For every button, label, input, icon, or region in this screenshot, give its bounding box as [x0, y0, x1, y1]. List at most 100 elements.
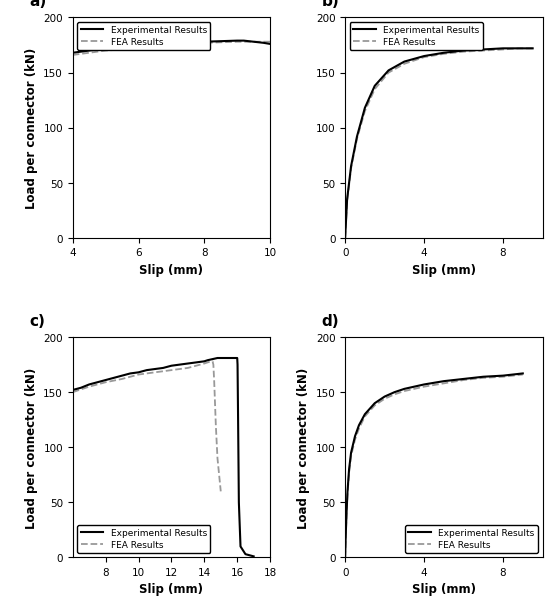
FEA Results	[371, 402, 378, 409]
FEA Results	[519, 371, 526, 378]
Experimental Results	[420, 381, 427, 388]
FEA Results	[356, 425, 362, 432]
FEA Results	[86, 50, 92, 57]
FEA Results	[193, 362, 200, 370]
Experimental Results	[529, 45, 536, 53]
FEA Results	[119, 47, 125, 54]
Experimental Results	[160, 365, 167, 372]
Experimental Results	[168, 362, 174, 370]
FEA Results	[385, 70, 392, 77]
Experimental Results	[234, 38, 240, 45]
FEA Results	[217, 39, 224, 47]
Experimental Results	[127, 370, 134, 378]
FEA Results	[480, 375, 486, 382]
Experimental Results	[235, 499, 242, 506]
Experimental Results	[460, 376, 467, 383]
Experimental Results	[342, 532, 349, 539]
FEA Results	[211, 378, 217, 385]
FEA Results	[135, 371, 142, 378]
Experimental Results	[201, 39, 207, 46]
Experimental Results	[499, 372, 506, 379]
Experimental Results	[250, 39, 257, 46]
Experimental Results	[204, 357, 211, 364]
FEA Results	[515, 45, 522, 53]
Experimental Results	[86, 47, 92, 55]
Experimental Results	[250, 553, 257, 560]
FEA Results	[529, 45, 536, 53]
Line: FEA Results: FEA Results	[73, 362, 221, 491]
Experimental Results	[519, 370, 526, 378]
Experimental Results	[209, 356, 216, 363]
Text: d): d)	[321, 313, 339, 328]
FEA Results	[217, 488, 224, 495]
FEA Results	[69, 389, 76, 396]
FEA Results	[345, 469, 352, 476]
Experimental Results	[102, 45, 109, 53]
FEA Results	[207, 358, 214, 365]
Experimental Results	[237, 543, 244, 550]
Experimental Results	[371, 83, 378, 90]
Line: FEA Results: FEA Results	[345, 375, 523, 558]
FEA Results	[440, 51, 447, 58]
Line: Experimental Results: Experimental Results	[73, 358, 254, 556]
FEA Results	[204, 359, 211, 367]
FEA Results	[460, 377, 467, 384]
Experimental Results	[499, 45, 506, 53]
X-axis label: Slip (mm): Slip (mm)	[139, 583, 203, 596]
FEA Results	[135, 44, 142, 52]
Line: Experimental Results: Experimental Results	[73, 41, 270, 53]
FEA Results	[401, 61, 408, 68]
Experimental Results	[391, 389, 397, 396]
Experimental Results	[111, 375, 117, 382]
Experimental Results	[119, 44, 125, 52]
FEA Results	[499, 373, 506, 381]
Experimental Results	[342, 235, 348, 242]
Legend: Experimental Results, FEA Results: Experimental Results, FEA Results	[77, 525, 210, 553]
Experimental Results	[519, 45, 526, 53]
Experimental Results	[356, 422, 362, 429]
Line: FEA Results: FEA Results	[345, 49, 532, 238]
Experimental Results	[381, 393, 388, 401]
Experimental Results	[221, 355, 228, 362]
FEA Results	[509, 372, 516, 379]
Legend: Experimental Results, FEA Results: Experimental Results, FEA Results	[77, 22, 210, 50]
X-axis label: Slip (mm): Slip (mm)	[139, 264, 203, 276]
Y-axis label: Load per connector (kN): Load per connector (kN)	[25, 48, 37, 209]
FEA Results	[151, 43, 158, 50]
FEA Results	[86, 383, 92, 390]
Text: c): c)	[29, 313, 45, 328]
Experimental Results	[119, 372, 125, 379]
Experimental Results	[234, 355, 240, 362]
Experimental Results	[401, 59, 408, 66]
Text: a): a)	[29, 0, 46, 9]
FEA Results	[102, 379, 109, 386]
Experimental Results	[267, 41, 273, 48]
FEA Results	[250, 39, 257, 46]
FEA Results	[361, 413, 368, 421]
FEA Results	[201, 360, 207, 367]
FEA Results	[151, 369, 158, 376]
Experimental Results	[480, 373, 486, 381]
Experimental Results	[201, 358, 207, 365]
X-axis label: Slip (mm): Slip (mm)	[411, 583, 476, 596]
Experimental Results	[232, 355, 239, 362]
Experimental Results	[94, 379, 101, 386]
Experimental Results	[235, 411, 241, 418]
Experimental Results	[184, 39, 191, 47]
Experimental Results	[344, 488, 350, 495]
Experimental Results	[176, 361, 183, 368]
FEA Results	[344, 198, 350, 205]
Experimental Results	[143, 367, 150, 374]
Experimental Results	[225, 355, 232, 362]
Experimental Results	[420, 53, 427, 61]
Experimental Results	[480, 47, 486, 54]
Experimental Results	[69, 50, 76, 57]
FEA Results	[214, 455, 221, 462]
Experimental Results	[230, 355, 237, 362]
FEA Results	[480, 47, 486, 55]
Line: FEA Results: FEA Results	[73, 42, 270, 56]
FEA Results	[209, 358, 216, 365]
Experimental Results	[168, 40, 174, 47]
Experimental Results	[193, 359, 200, 367]
Experimental Results	[385, 67, 392, 75]
